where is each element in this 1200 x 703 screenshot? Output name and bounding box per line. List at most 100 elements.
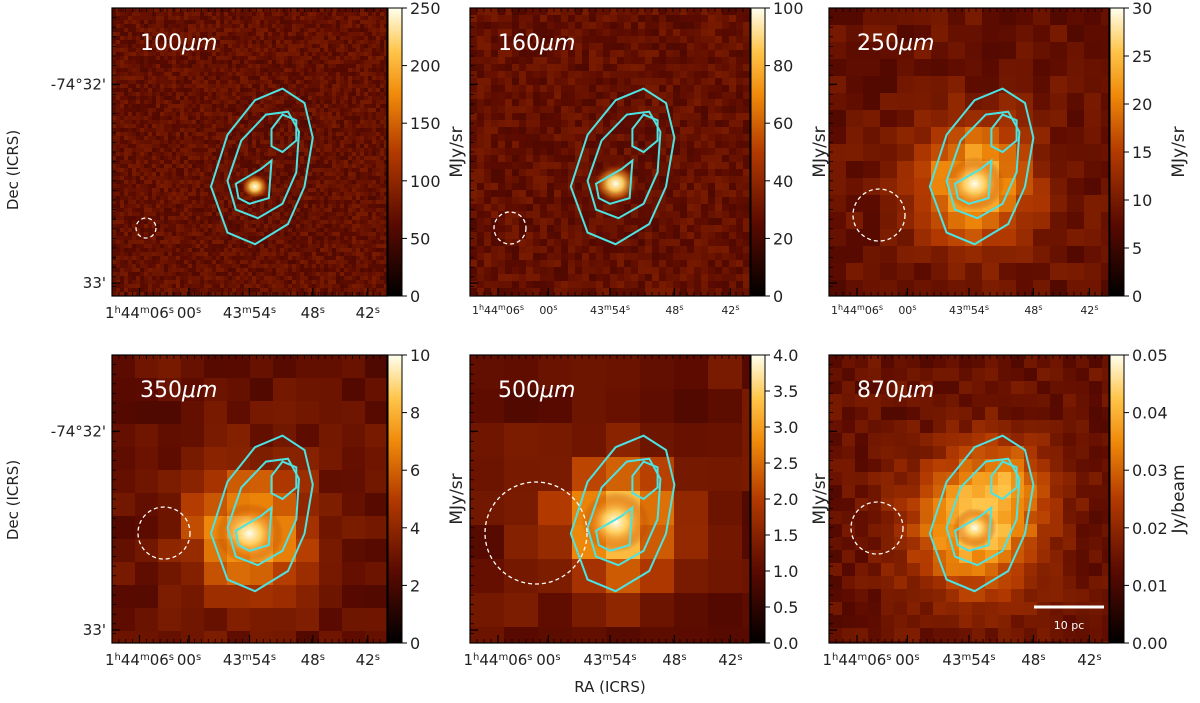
heatmap-pixel bbox=[348, 8, 353, 13]
heatmap-pixel bbox=[148, 8, 153, 13]
heatmap-pixel bbox=[284, 212, 289, 217]
heatmap-pixel bbox=[212, 280, 217, 285]
heatmap-pixel bbox=[200, 260, 205, 265]
heatmap-pixel bbox=[228, 140, 233, 145]
heatmap-pixel bbox=[344, 236, 349, 241]
heatmap-pixel bbox=[176, 156, 181, 161]
heatmap-pixel bbox=[344, 152, 349, 157]
heatmap-pixel bbox=[124, 12, 129, 17]
heatmap-pixel bbox=[260, 160, 265, 165]
heatmap-pixel bbox=[284, 68, 289, 73]
heatmap-pixel bbox=[168, 72, 173, 77]
heatmap-pixel bbox=[272, 284, 277, 289]
heatmap-pixel bbox=[152, 64, 157, 69]
heatmap-pixel bbox=[240, 72, 245, 77]
heatmap-pixel bbox=[152, 260, 157, 265]
heatmap-pixel bbox=[176, 120, 181, 125]
heatmap-pixel bbox=[240, 232, 245, 237]
heatmap-pixel bbox=[308, 64, 313, 69]
heatmap-pixel bbox=[116, 156, 121, 161]
heatmap-pixel bbox=[200, 60, 205, 65]
heatmap-pixel bbox=[152, 152, 157, 157]
heatmap-pixel bbox=[220, 28, 225, 33]
heatmap-pixel bbox=[172, 80, 177, 85]
heatmap-pixel bbox=[152, 208, 157, 213]
heatmap-pixel bbox=[296, 264, 301, 269]
heatmap-pixel bbox=[132, 96, 137, 101]
heatmap-pixel bbox=[320, 28, 325, 33]
heatmap-pixel bbox=[132, 200, 137, 205]
heatmap-pixel bbox=[348, 172, 353, 177]
heatmap-pixel bbox=[320, 288, 325, 293]
heatmap-pixel bbox=[168, 148, 173, 153]
heatmap-pixel bbox=[256, 128, 261, 133]
heatmap-pixel bbox=[320, 44, 325, 49]
heatmap-pixel bbox=[232, 252, 237, 257]
heatmap-pixel bbox=[156, 92, 161, 97]
heatmap-pixel bbox=[256, 276, 261, 281]
heatmap-pixel bbox=[328, 120, 333, 125]
heatmap-pixel bbox=[244, 152, 249, 157]
heatmap-pixel bbox=[320, 12, 325, 17]
heatmap-pixel bbox=[352, 224, 357, 229]
heatmap-pixel bbox=[136, 112, 141, 117]
heatmap-pixel bbox=[192, 128, 197, 133]
heatmap-pixel bbox=[112, 64, 117, 69]
heatmap-pixel bbox=[328, 12, 333, 17]
heatmap-pixel bbox=[112, 156, 117, 161]
heatmap-pixel bbox=[196, 236, 201, 241]
heatmap-pixel bbox=[380, 168, 385, 173]
heatmap-pixel bbox=[356, 120, 361, 125]
heatmap-pixel bbox=[148, 120, 153, 125]
heatmap-pixel bbox=[368, 216, 373, 221]
heatmap-pixel bbox=[236, 144, 241, 149]
heatmap-pixel bbox=[248, 252, 253, 257]
heatmap-pixel bbox=[296, 160, 301, 165]
heatmap-pixel bbox=[228, 240, 233, 245]
heatmap-pixel bbox=[208, 48, 213, 53]
heatmap-pixel bbox=[148, 12, 153, 17]
heatmap-pixel bbox=[196, 180, 201, 185]
heatmap-pixel bbox=[376, 184, 381, 189]
heatmap-pixel bbox=[376, 188, 381, 193]
heatmap-pixel bbox=[140, 132, 145, 137]
heatmap-pixel bbox=[192, 56, 197, 61]
heatmap-pixel bbox=[288, 68, 293, 73]
heatmap-pixel bbox=[244, 272, 249, 277]
heatmap-pixel bbox=[200, 288, 205, 293]
heatmap-pixel bbox=[116, 36, 121, 41]
heatmap-pixel bbox=[228, 48, 233, 53]
heatmap-pixel bbox=[164, 268, 169, 273]
heatmap-pixel bbox=[368, 248, 373, 253]
heatmap-pixel bbox=[148, 200, 153, 205]
heatmap-pixel bbox=[172, 192, 177, 197]
heatmap-pixel bbox=[112, 108, 117, 113]
heatmap-pixel bbox=[324, 216, 329, 221]
heatmap-pixel bbox=[120, 240, 125, 245]
heatmap-pixel bbox=[352, 36, 357, 41]
heatmap-pixel bbox=[172, 280, 177, 285]
heatmap-pixel bbox=[244, 128, 249, 133]
heatmap-pixel bbox=[184, 120, 189, 125]
heatmap-pixel bbox=[200, 8, 205, 13]
heatmap-pixel bbox=[340, 264, 345, 269]
heatmap-pixel bbox=[340, 220, 345, 225]
heatmap-pixel bbox=[156, 176, 161, 181]
heatmap-pixel bbox=[244, 104, 249, 109]
heatmap-pixel bbox=[252, 280, 257, 285]
heatmap-pixel bbox=[316, 276, 321, 281]
heatmap-pixel bbox=[360, 252, 365, 257]
heatmap-pixel bbox=[240, 200, 245, 205]
heatmap-pixel bbox=[344, 48, 349, 53]
heatmap-pixel bbox=[276, 140, 281, 145]
heatmap-pixel bbox=[160, 36, 165, 41]
heatmap-pixel bbox=[164, 24, 169, 29]
heatmap-pixel bbox=[196, 172, 201, 177]
heatmap-pixel bbox=[192, 52, 197, 57]
heatmap-pixel bbox=[328, 176, 333, 181]
heatmap-pixel bbox=[340, 228, 345, 233]
heatmap-pixel bbox=[160, 88, 165, 93]
heatmap-pixel bbox=[120, 56, 125, 61]
heatmap-pixel bbox=[312, 184, 317, 189]
heatmap-pixel bbox=[136, 72, 141, 77]
